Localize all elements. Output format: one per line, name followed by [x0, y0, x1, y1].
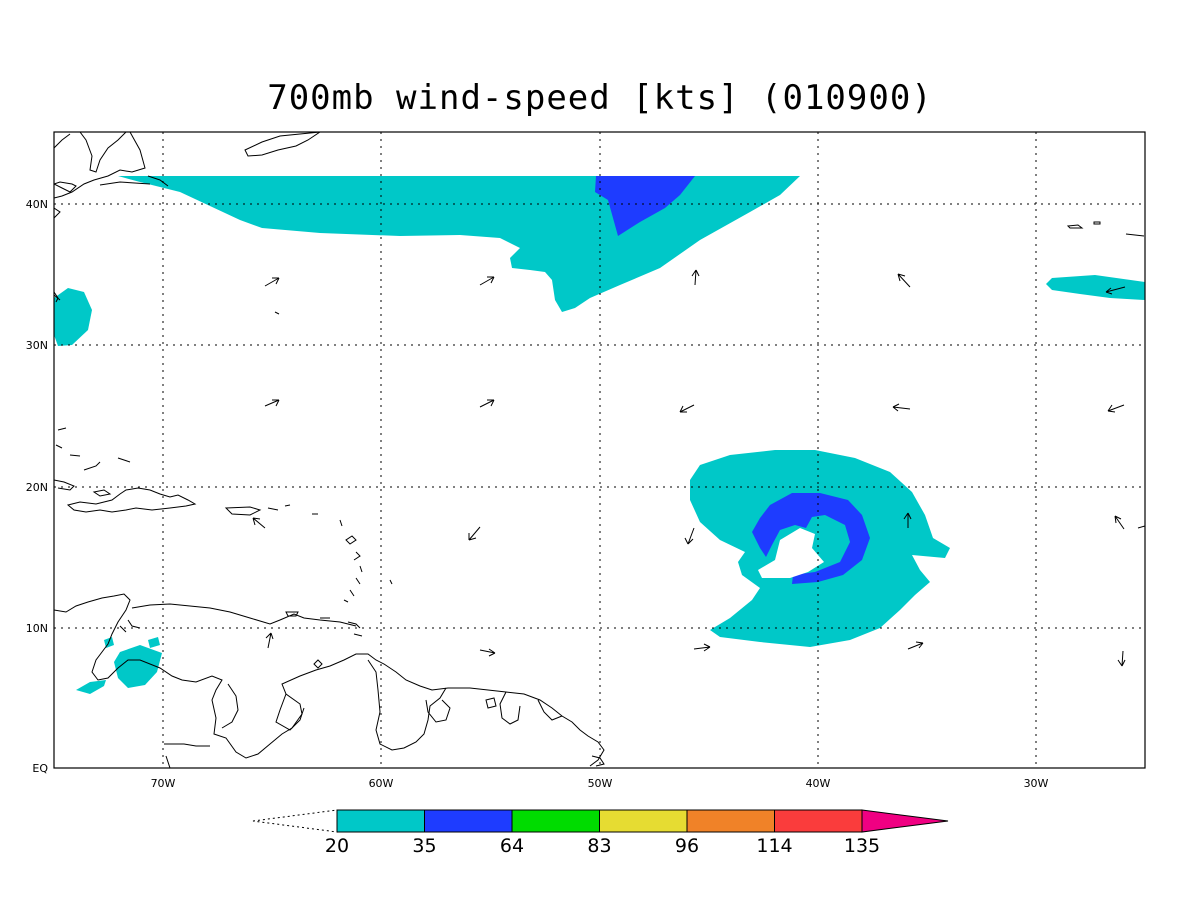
latitude-labels: EQ 10N 20N 30N 40N [26, 198, 49, 775]
colorbar-segment-83-96 [599, 809, 688, 833]
plot-area [54, 132, 1145, 768]
longitude-labels: 70W 60W 50W 40W 30W [151, 777, 1049, 790]
colorbar-low-triangle [252, 809, 338, 833]
lon-label-50w: 50W [588, 777, 613, 790]
colorbar-segment-64-83 [511, 809, 600, 833]
wind-speed-shade-storm-outer [690, 450, 950, 647]
colorbar-segment-114-135 [774, 809, 863, 833]
colorbar-label-135: 135 [844, 835, 880, 857]
lon-label-30w: 30W [1024, 777, 1049, 790]
map-title: 700mb wind-speed [kts] (010900) [267, 78, 933, 118]
colorbar-segment-35-64 [424, 809, 513, 833]
wind-speed-shade-north-core [595, 176, 695, 236]
wind-speed-shade-west-blob [54, 288, 92, 346]
lat-label-40n: 40N [26, 198, 48, 211]
colorbar-label-64: 64 [500, 835, 524, 857]
plot-frame [53, 131, 1146, 769]
colorbar-segment-96-114 [686, 809, 775, 833]
colorbar-label-35: 35 [412, 835, 436, 857]
lon-label-60w: 60W [369, 777, 394, 790]
wind-speed-shade-storm-core [752, 493, 870, 584]
colorbar-labels: 20 35 64 83 96 114 135 [325, 835, 880, 857]
lat-label-20n: 20N [26, 481, 48, 494]
wind-speed-shade-north-band [118, 176, 800, 312]
colorbar-label-20: 20 [325, 835, 349, 857]
lon-label-70w: 70W [151, 777, 176, 790]
wind-speed-shade-storm-eye [758, 528, 824, 578]
coastlines [54, 132, 1145, 768]
colorbar [252, 809, 949, 833]
colorbar-high-triangle [861, 809, 949, 833]
colorbar-label-83: 83 [587, 835, 611, 857]
lon-label-40w: 40W [806, 777, 831, 790]
lat-label-10n: 10N [26, 622, 48, 635]
colorbar-segment-20-35 [336, 809, 425, 833]
wind-speed-shade-central-america-1 [114, 645, 162, 688]
lat-label-eq: EQ [32, 762, 48, 775]
wind-speed-shade-east-band [1046, 275, 1145, 300]
wind-speed-shade-central-america-3 [76, 680, 106, 694]
wind-speed-shade-central-america-2 [148, 637, 160, 648]
colorbar-label-96: 96 [675, 835, 699, 857]
graticule [54, 132, 1145, 768]
lat-label-30n: 30N [26, 339, 48, 352]
wind-vectors [54, 269, 1145, 667]
colorbar-label-114: 114 [756, 835, 792, 857]
